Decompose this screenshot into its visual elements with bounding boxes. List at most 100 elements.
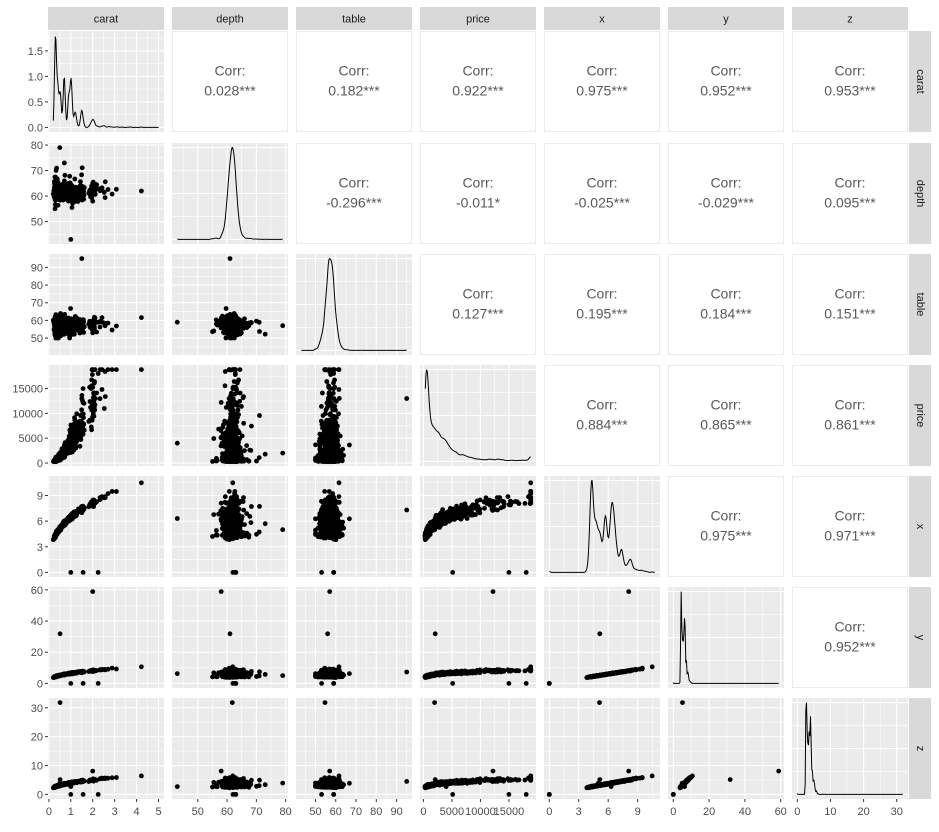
point <box>241 421 246 426</box>
point <box>235 419 240 424</box>
point <box>96 320 101 325</box>
corr-label: Corr: <box>834 175 865 191</box>
point <box>57 145 62 150</box>
panel-background <box>297 144 412 244</box>
point <box>263 332 268 337</box>
panel-table-x: Corr:0.195*** <box>545 255 660 355</box>
point <box>90 372 95 377</box>
point <box>139 315 144 320</box>
point <box>102 406 107 411</box>
point <box>58 189 63 194</box>
point <box>90 385 95 390</box>
point <box>68 186 73 191</box>
point <box>225 455 230 460</box>
panel-depth-depth <box>172 143 288 244</box>
point <box>68 435 73 440</box>
point <box>98 396 103 401</box>
point <box>103 179 108 184</box>
point <box>114 324 119 329</box>
point <box>73 443 78 448</box>
corr-value: -0.296*** <box>326 195 383 211</box>
panel-carat-z: Corr:0.953*** <box>793 32 908 132</box>
panel-background <box>545 255 660 355</box>
point <box>80 165 85 170</box>
point <box>74 320 79 325</box>
point <box>100 387 105 392</box>
point <box>220 314 225 319</box>
corr-label: Corr: <box>586 175 617 191</box>
point <box>81 320 86 325</box>
point <box>234 390 239 395</box>
panel-background <box>48 31 164 132</box>
point <box>58 319 63 324</box>
point <box>89 427 94 432</box>
corr-label: Corr: <box>462 286 493 302</box>
point <box>337 387 342 392</box>
point <box>228 407 233 412</box>
corr-value: 0.952*** <box>700 83 752 99</box>
point <box>53 326 58 331</box>
point <box>241 395 246 400</box>
panel-carat-x: Corr:0.975*** <box>545 32 660 132</box>
point <box>79 419 84 424</box>
point <box>280 323 285 328</box>
point <box>175 320 180 325</box>
point <box>58 311 63 316</box>
panel-background <box>421 144 536 244</box>
corr-label: Corr: <box>462 175 493 191</box>
point <box>68 441 73 446</box>
point <box>89 319 94 324</box>
point <box>90 190 95 195</box>
point <box>219 323 224 328</box>
panel-table-depth <box>172 254 288 355</box>
point <box>78 179 83 184</box>
panel-table-z: Corr:0.151*** <box>793 255 908 355</box>
panel-background <box>669 255 784 355</box>
point <box>236 412 241 417</box>
point <box>139 189 144 194</box>
point <box>320 391 325 396</box>
point <box>73 437 78 442</box>
panel-table-y: Corr:0.184*** <box>669 255 784 355</box>
point <box>241 322 246 327</box>
point <box>72 177 77 182</box>
point <box>280 451 285 456</box>
point <box>254 459 259 464</box>
panel-carat-depth: Corr:0.028*** <box>173 32 288 132</box>
point <box>53 457 58 462</box>
point <box>81 400 86 405</box>
point <box>228 396 233 401</box>
point <box>96 371 101 376</box>
point <box>257 329 262 334</box>
point <box>235 403 240 408</box>
point <box>53 180 58 185</box>
point <box>68 190 73 195</box>
point <box>313 442 318 447</box>
point <box>110 192 115 197</box>
point <box>230 420 235 425</box>
point <box>230 451 235 456</box>
point <box>234 330 239 335</box>
point <box>114 187 119 192</box>
point <box>232 413 237 418</box>
point <box>62 161 67 166</box>
panel-depth-z: Corr:0.095*** <box>793 144 908 244</box>
point <box>230 425 235 430</box>
panel-background <box>793 144 908 244</box>
panel-background <box>297 32 412 132</box>
point <box>247 448 252 453</box>
corr-value: 0.975*** <box>576 83 628 99</box>
corr-label: Corr: <box>834 286 865 302</box>
point <box>68 306 73 311</box>
point <box>229 443 234 448</box>
point <box>216 427 221 432</box>
panel-carat-carat <box>48 31 164 132</box>
corr-label: Corr: <box>214 63 245 79</box>
point <box>67 174 72 179</box>
point <box>78 413 83 418</box>
point <box>319 404 324 409</box>
corr-label: Corr: <box>710 63 741 79</box>
panel-background <box>545 144 660 244</box>
point <box>233 371 238 376</box>
corr-value: 0.922*** <box>452 83 504 99</box>
